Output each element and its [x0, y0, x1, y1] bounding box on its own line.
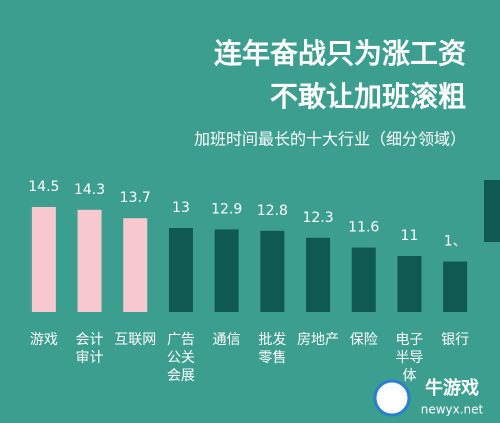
- x-tick-label: 房地产: [297, 332, 339, 348]
- x-tick-label: 广告公关会展: [167, 332, 195, 384]
- x-tick-label: 批发零售: [258, 332, 286, 366]
- x-tick-label: 银行: [441, 332, 469, 348]
- value-label: 12.9: [211, 201, 242, 217]
- logo: [373, 379, 411, 417]
- value-label: 14.5: [28, 179, 59, 195]
- value-label: 12.8: [257, 203, 288, 219]
- chart-title: 连年奋战只为涨工资: [214, 37, 466, 70]
- value-label: 11: [401, 228, 419, 244]
- chart-subtitle: 加班时间最长的十大行业（细分领域）: [194, 130, 466, 149]
- bar: [168, 228, 193, 312]
- bar: [351, 247, 376, 312]
- value-label: 1、: [444, 234, 467, 250]
- bar: [214, 229, 239, 312]
- x-tick-label: 保险: [350, 332, 378, 348]
- value-label: 13.7: [120, 190, 151, 206]
- bar: [443, 261, 468, 312]
- value-label: 14.3: [74, 182, 105, 198]
- bar: [123, 218, 148, 312]
- x-tick-label: 电子半导体: [395, 332, 423, 384]
- value-label: 12.3: [302, 210, 333, 226]
- watermark: 牛游戏: [425, 377, 479, 399]
- x-tick-label: 互联网: [114, 332, 156, 348]
- x-tick-label: 通信: [213, 332, 241, 348]
- bar: [77, 209, 102, 312]
- bar: [31, 207, 56, 312]
- bar: [260, 230, 285, 312]
- edge-bar: [484, 180, 500, 242]
- bar: [306, 237, 331, 312]
- value-label: 11.6: [348, 220, 379, 236]
- chart-title: 不敢让加班滚粗: [270, 80, 466, 113]
- x-tick-label: 会计审计: [76, 332, 104, 366]
- bar: [397, 256, 422, 312]
- watermark: newyx.net: [421, 403, 484, 417]
- x-tick-label: 游戏: [30, 332, 58, 348]
- value-label: 13: [172, 200, 190, 216]
